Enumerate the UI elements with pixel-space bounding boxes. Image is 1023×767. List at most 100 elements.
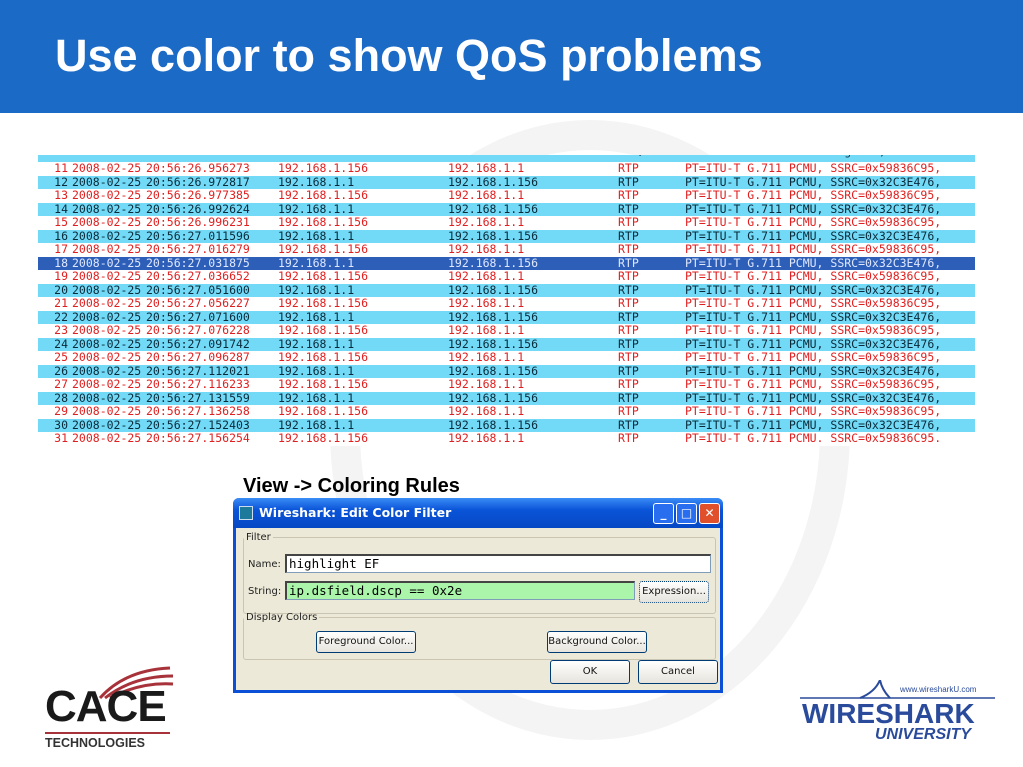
packet-date: 2008-02-25 bbox=[72, 336, 142, 351]
packet-date: 2008-02-25 bbox=[72, 296, 142, 310]
cace-subtitle: TECHNOLOGIES bbox=[45, 736, 146, 750]
packet-row[interactable]: 20 2008-02-25 20:56:27.051600 192.168.1.1 19… bbox=[38, 283, 975, 297]
menu-path-caption: View -> Coloring Rules bbox=[243, 475, 460, 497]
packet-src: 192.168.1.156 bbox=[278, 404, 369, 418]
cancel-button[interactable]: Cancel bbox=[638, 660, 718, 684]
packet-src: 192.168.1.1 bbox=[278, 363, 355, 378]
packet-row[interactable]: 13 2008-02-25 20:56:26.977385 192.168.1.156… bbox=[38, 188, 975, 203]
packet-info: PT=ITU-T G.711 PCMU, SSRC=0x32C3E476, bbox=[685, 228, 942, 243]
packet-time: 20:56:27.016279 bbox=[146, 242, 250, 256]
packet-row[interactable]: 23 2008-02-25 20:56:27.076228 192.168.1.156… bbox=[38, 323, 975, 338]
packet-no: 22 bbox=[54, 309, 68, 324]
packet-info: PT=ITU-T G.711 PCMU, SSRC=0x32C3E476, bbox=[685, 201, 942, 216]
packet-dst: 192.168.1.156 bbox=[448, 255, 539, 270]
packet-info: PT=ITU-T G.711 PCMU, SSRC=0x59836C95, bbox=[685, 404, 942, 418]
packet-row[interactable]: 28 2008-02-25 20:56:27.131559 192.168.1.1 19… bbox=[38, 390, 975, 405]
packet-row[interactable]: 24 2008-02-25 20:56:27.091742 192.168.1.1 19… bbox=[38, 336, 975, 351]
packet-row[interactable]: 25 2008-02-25 20:56:27.096287 192.168.1.156… bbox=[38, 350, 975, 365]
packet-date: 2008-02-25 bbox=[72, 161, 142, 175]
packet-time: 20:56:26.972817 bbox=[146, 174, 250, 189]
background-color-button[interactable]: Background Color... bbox=[547, 631, 647, 653]
packet-info: PT=ITU-T G.711 PCMU, SSRC=0x59836C95, bbox=[685, 350, 942, 364]
packet-time: 20:56:26.977385 bbox=[146, 188, 250, 202]
packet-time: 20:56:27.011596 bbox=[146, 228, 250, 243]
packet-row[interactable]: 12 2008-02-25 20:56:26.972817 192.168.1.1 19… bbox=[38, 174, 975, 189]
packet-dst: 192.168.1.156 bbox=[448, 417, 539, 432]
packet-date: 2008-02-25 bbox=[72, 215, 142, 229]
packet-row[interactable]: 11 2008-02-25 20:56:26.956273 192.168.1.156… bbox=[38, 161, 975, 176]
packet-info: PT=ITU-T G.711 PCMU, SSRC=0x59836C95, bbox=[685, 188, 942, 202]
packet-time: 20:56:27.156254 bbox=[146, 431, 250, 445]
packet-row[interactable]: 30 2008-02-25 20:56:27.152403 192.168.1.1 19… bbox=[38, 417, 975, 432]
string-input[interactable]: ip.dsfield.dscp == 0x2e bbox=[285, 581, 635, 600]
packet-src: 192.168.1.1 bbox=[278, 228, 355, 243]
packet-row[interactable]: 19 2008-02-25 20:56:27.036652 192.168.1.156… bbox=[38, 269, 975, 284]
packet-src: 192.168.1.156 bbox=[278, 296, 369, 310]
minimize-button[interactable]: _ bbox=[653, 503, 674, 524]
name-label: Name: bbox=[248, 559, 281, 570]
foreground-color-button[interactable]: Foreground Color... bbox=[316, 631, 416, 653]
packet-row[interactable]: 27 2008-02-25 20:56:27.116233 192.168.1.156… bbox=[38, 377, 975, 392]
packet-proto: RTP bbox=[618, 417, 639, 432]
packet-dst: 192.168.1.1 bbox=[448, 161, 525, 175]
packet-info: PT=ITU-T G.711 PCMU, SSRC=0x59836C95, bbox=[685, 161, 942, 175]
maximize-button[interactable]: □ bbox=[676, 503, 697, 524]
ok-button[interactable]: OK bbox=[550, 660, 630, 684]
dialog-title: Wireshark: Edit Color Filter bbox=[259, 505, 452, 520]
packet-dst: 192.168.1.1 bbox=[448, 215, 525, 229]
packet-time: 20:56:27.091742 bbox=[146, 336, 250, 351]
packet-dst: 192.168.1.1 bbox=[448, 404, 525, 418]
packet-time: 20:56:26.996231 bbox=[146, 215, 250, 229]
packet-src: 192.168.1.1 bbox=[278, 309, 355, 324]
packet-row[interactable]: 31 2008-02-25 20:56:27.156254 192.168.1.156… bbox=[38, 431, 975, 446]
packet-no: 17 bbox=[54, 242, 68, 256]
packet-info: PT=ITU-T G.711 PCMU, SSRC=0x59836C95, bbox=[685, 323, 942, 337]
packet-dst: 192.168.1.1 bbox=[448, 269, 525, 283]
packet-src: 192.168.1.1 bbox=[278, 390, 355, 405]
display-colors-group: Display Colors bbox=[243, 612, 716, 660]
dialog-titlebar[interactable]: Wireshark: Edit Color Filter _ □ ✕ bbox=[233, 498, 723, 528]
packet-proto: RTP bbox=[618, 350, 639, 364]
packet-row[interactable]: 16 2008-02-25 20:56:27.011596 192.168.1.1 19… bbox=[38, 228, 975, 243]
packet-proto: RTP bbox=[618, 323, 639, 337]
packet-src: 192.168.1.1 bbox=[278, 336, 355, 351]
packet-proto: RTP bbox=[618, 377, 639, 391]
packet-src: 192.168.1.156 bbox=[278, 161, 369, 175]
wireshark-university-logo: www.wiresharkU.com WIRESHARK UNIVERSITY bbox=[800, 680, 1000, 750]
packet-no: 23 bbox=[54, 323, 68, 337]
packet-time: 20:56:27.031875 bbox=[146, 255, 250, 270]
packet-info: PT=ITU-T G.711 PCMU, SSRC=0x32C3E476, bbox=[685, 174, 942, 189]
packet-row[interactable]: 22 2008-02-25 20:56:27.071600 192.168.1.1 19… bbox=[38, 309, 975, 324]
packet-src: 192.168.1.156 bbox=[278, 269, 369, 283]
packet-row-selected[interactable]: 18 2008-02-25 20:56:27.031875 192.168.1.1 19… bbox=[38, 255, 975, 270]
packet-proto: RTP bbox=[618, 390, 639, 405]
slide-title: Use color to show QoS problems bbox=[55, 30, 763, 81]
packet-row[interactable]: 29 2008-02-25 20:56:27.136258 192.168.1.156… bbox=[38, 404, 975, 419]
packet-no: 28 bbox=[54, 390, 68, 405]
name-input[interactable]: highlight EF bbox=[285, 554, 711, 573]
string-label: String: bbox=[248, 586, 282, 597]
packet-date: 2008-02-25 bbox=[72, 417, 142, 432]
packet-row[interactable]: 14 2008-02-25 20:56:26.992624 192.168.1.1 19… bbox=[38, 201, 975, 216]
packet-proto: RTP bbox=[618, 296, 639, 310]
shark-fin-icon bbox=[800, 680, 995, 699]
packet-no: 21 bbox=[54, 296, 68, 310]
packet-row[interactable]: 21 2008-02-25 20:56:27.056227 192.168.1.156… bbox=[38, 296, 975, 311]
cace-swoosh-icon bbox=[98, 666, 174, 700]
close-button[interactable]: ✕ bbox=[699, 503, 720, 524]
packet-date: 2008-02-25 bbox=[72, 309, 142, 324]
packet-row[interactable]: 26 2008-02-25 20:56:27.112021 192.168.1.1 19… bbox=[38, 363, 975, 378]
packet-row[interactable]: 102008-02-2520:56:26.937499192.168.1.119… bbox=[38, 155, 975, 162]
packet-no: 16 bbox=[54, 228, 68, 243]
packet-proto: RTP bbox=[618, 431, 639, 445]
packet-proto: RTP bbox=[618, 201, 639, 216]
ws-subtitle: UNIVERSITY bbox=[875, 726, 972, 743]
packet-date: 2008-02-25 bbox=[72, 350, 142, 364]
packet-proto: RTP bbox=[618, 161, 639, 175]
packet-no: 15 bbox=[54, 215, 68, 229]
packet-no: 18 bbox=[54, 255, 68, 270]
expression-button[interactable]: Expression... bbox=[639, 581, 709, 603]
packet-row[interactable]: 15 2008-02-25 20:56:26.996231 192.168.1.156… bbox=[38, 215, 975, 230]
packet-row[interactable]: 17 2008-02-25 20:56:27.016279 192.168.1.156… bbox=[38, 242, 975, 257]
packet-src: 192.168.1.156 bbox=[278, 242, 369, 256]
